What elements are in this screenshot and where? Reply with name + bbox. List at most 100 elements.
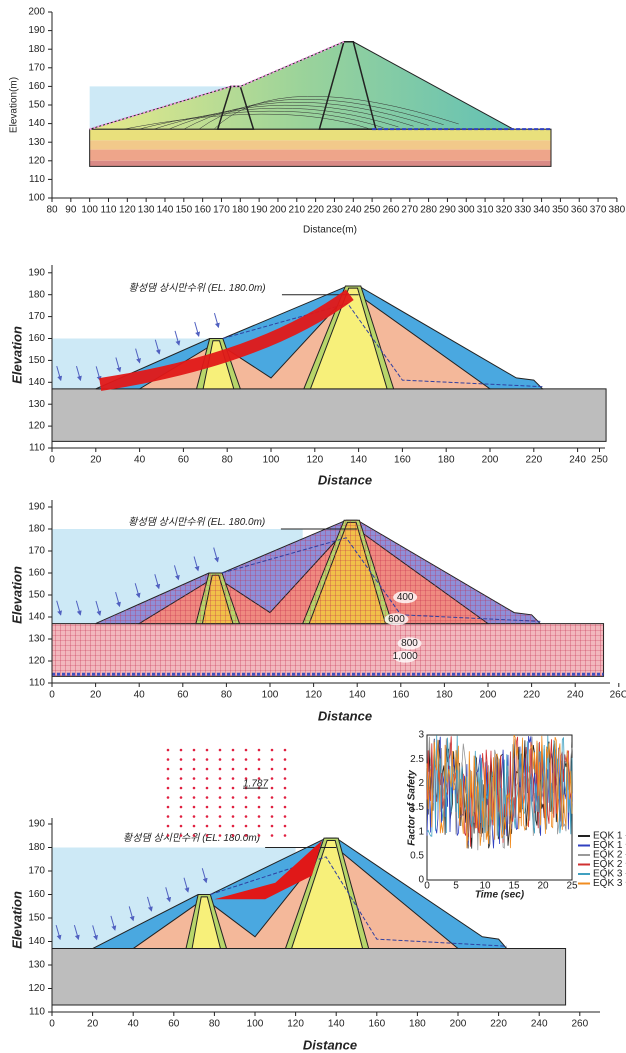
x-tick-label: 0 (49, 455, 55, 466)
y-tick-label: 120 (28, 421, 45, 432)
x-tick-label: 120 (305, 690, 322, 701)
x-tick-label: 260 (571, 1019, 588, 1030)
x-tick-label: 20 (87, 1019, 99, 1030)
y-axis-label: Elevation (9, 891, 24, 949)
grid-point (231, 796, 235, 799)
y-axis-label: Elevation (9, 326, 24, 384)
grid-point (270, 815, 274, 818)
phreatic-line (221, 537, 541, 622)
y-tick-label: 160 (28, 568, 45, 579)
x-tick-label: 230 (326, 205, 343, 216)
grid-point (283, 786, 287, 790)
grid-point (166, 748, 170, 752)
grid-point (244, 748, 248, 752)
x-tick-label: 100 (263, 455, 280, 466)
x-tick-label: 380 (609, 205, 626, 216)
grid-point (166, 815, 170, 818)
water-load (128, 906, 135, 922)
inset-x-label: Time (sec) (475, 890, 525, 901)
grid-point (192, 758, 196, 761)
x-tick-label: 40 (128, 1019, 140, 1030)
inset-x-tick-label: 15 (508, 881, 520, 892)
y-tick-label: 110 (29, 1007, 45, 1018)
y-axis-label: Elevation(m) (9, 77, 20, 133)
x-tick-label: 40 (134, 455, 146, 466)
x-tick-label: 0 (49, 690, 55, 701)
contour-label-bg (384, 613, 409, 626)
x-tick-label: 140 (349, 690, 366, 701)
x-tick-label: 200 (450, 1019, 467, 1030)
x-tick-label: 120 (287, 1019, 304, 1030)
y-tick-label: 110 (29, 174, 45, 185)
grid-point (283, 758, 287, 761)
grid-point (283, 834, 287, 837)
grid-point (205, 796, 209, 799)
x-tick-label: 180 (438, 455, 455, 466)
grid-point (257, 805, 261, 809)
y-tick-label: 130 (28, 634, 45, 645)
core (309, 287, 388, 390)
slip-surface (99, 289, 354, 391)
x-tick-label: 80 (221, 690, 233, 701)
y-tick-label: 100 (28, 193, 45, 204)
water-load (193, 556, 200, 572)
grid-point (231, 786, 235, 790)
y-tick-label: 130 (28, 399, 45, 410)
water-load (194, 321, 201, 337)
x-tick-label: 260 (383, 205, 400, 216)
y-tick-label: 170 (28, 866, 45, 877)
x-tick-label: 140 (350, 455, 367, 466)
grid-point (283, 748, 287, 752)
water-load (92, 925, 98, 941)
grid-point (270, 824, 274, 828)
grid-point (205, 767, 209, 771)
x-tick-label: 160 (394, 455, 411, 466)
inset-line (426, 734, 573, 849)
water-load (110, 915, 117, 931)
x-tick-label: 350 (552, 205, 569, 216)
grid-point (218, 805, 222, 809)
x-tick-label: 220 (525, 455, 542, 466)
x-tick-label: 150 (175, 205, 192, 216)
grid-point (192, 815, 196, 818)
legend-label: EQK 2 + (593, 859, 626, 870)
x-tick-label: 90 (65, 205, 77, 216)
grid-point (218, 758, 222, 761)
x-tick-label: 120 (119, 205, 136, 216)
grid-point (244, 815, 248, 818)
y-axis-label: Elevation (9, 566, 24, 624)
inset-line (426, 736, 573, 847)
x-tick-label: 220 (307, 205, 324, 216)
x-tick-label: 160 (392, 690, 409, 701)
grid-point (205, 805, 209, 809)
y-tick-label: 140 (28, 936, 45, 947)
grid-point (270, 786, 274, 790)
y-tick-label: 180 (28, 289, 45, 300)
inset-x-tick-label: 25 (566, 881, 578, 892)
grid-point (244, 824, 248, 828)
y-tick-label: 190 (28, 502, 45, 513)
grid-point (179, 834, 183, 837)
x-axis-label: Distance(m) (303, 225, 357, 236)
x-tick-label: 160 (194, 205, 211, 216)
foundation (51, 948, 567, 1006)
legend-label: EQK 3 - (593, 869, 626, 880)
y-tick-label: 180 (28, 524, 45, 535)
water-load (173, 565, 180, 581)
y-tick-label: 190 (28, 819, 45, 830)
grid-point (231, 758, 235, 761)
water-load (165, 887, 172, 903)
grid-point (244, 786, 248, 790)
grid-point (166, 834, 170, 837)
x-tick-label: 100 (247, 1019, 264, 1030)
y-tick-label: 200 (28, 7, 45, 18)
contour-label: 1,000 (393, 651, 418, 662)
water-load (154, 339, 161, 355)
grid-point (179, 796, 183, 799)
grid-point (231, 815, 235, 818)
inset-y-tick-label: 0 (418, 875, 424, 886)
grid-point (231, 824, 235, 828)
x-tick-label: 80 (209, 1019, 221, 1030)
inset-y-tick-label: 1 (418, 826, 424, 837)
contour-label: 600 (388, 614, 405, 625)
